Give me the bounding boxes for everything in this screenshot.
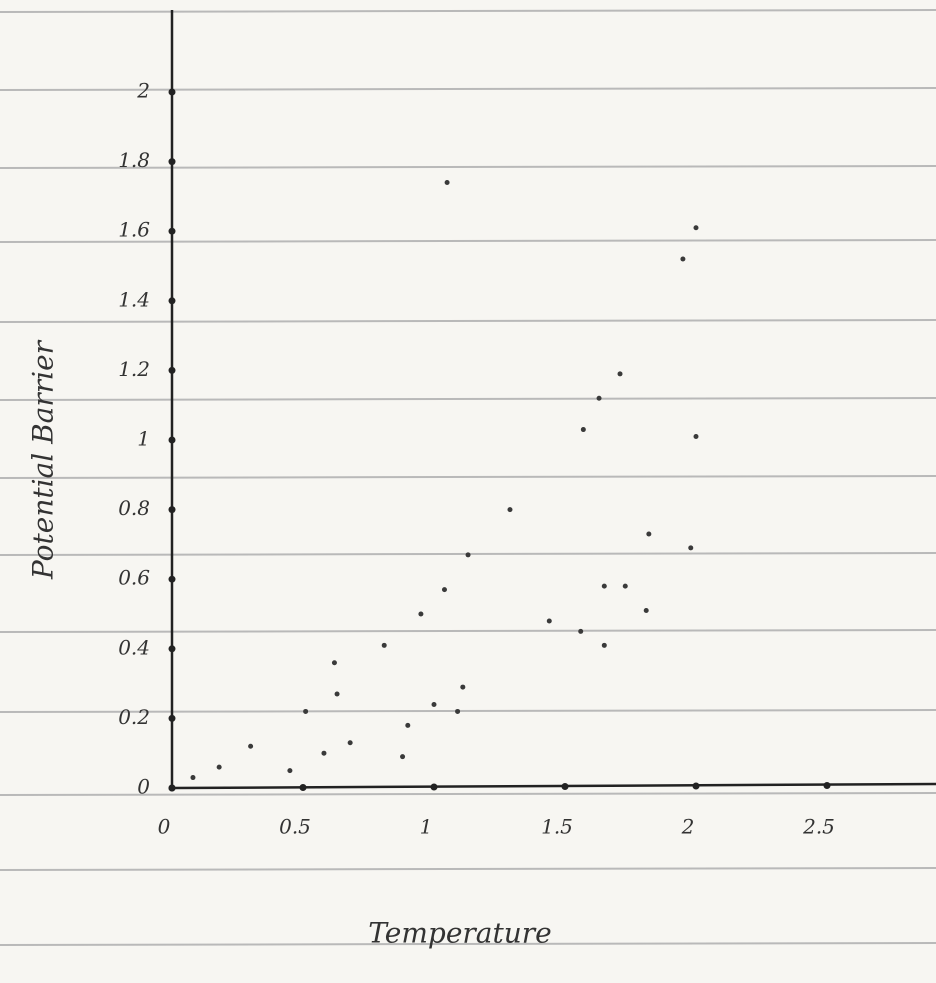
y-tick-label: 1.2 [118,357,150,381]
paper-rule [0,792,936,796]
data-point [248,743,254,749]
data-point [693,434,699,440]
paper-rule [0,475,936,479]
data-point [578,628,584,634]
x-tick-label: 0.5 [279,815,311,839]
data-point [646,531,652,537]
data-point [190,775,196,781]
x-tick-mark [561,783,569,790]
data-point [507,507,513,513]
paper-rule [0,165,936,169]
paper-rule [0,867,936,871]
paper-rule [0,239,936,243]
y-tick-mark [168,297,176,305]
paper-rule [0,709,936,713]
y-tick-mark [168,506,176,514]
data-point [622,583,628,589]
paper-rule [0,629,936,633]
data-point [321,750,327,756]
data-point [601,642,607,648]
x-tick-label: 1 [420,815,433,839]
data-point [216,764,222,770]
data-point [643,608,649,614]
y-tick-label: 0.2 [118,705,150,729]
ruled-paper [0,9,936,946]
data-point [441,587,447,593]
data-point [400,754,406,760]
data-point [405,722,411,728]
y-tick-label: 1.8 [118,148,150,172]
y-tick-label: 1.4 [118,287,150,311]
data-point [460,684,466,690]
y-tick-label: 1 [137,427,150,451]
y-tick-label: 0.6 [118,566,150,590]
data-point [303,708,309,714]
x-tick-mark [168,784,176,792]
y-tick-label: 0 [137,775,150,799]
y-tick-mark [168,88,176,96]
data-point [693,225,699,231]
data-point [688,545,694,551]
data-point [680,256,686,262]
y-tick-mark [168,366,176,374]
paper-rule [0,9,936,13]
data-point [546,618,552,624]
y-tick-label: 0.4 [118,635,150,659]
x-tick-label: 2 [681,815,695,839]
x-tick-label: 0 [158,815,171,839]
data-point [287,768,293,774]
data-point [596,395,602,401]
x-axis-label: Temperature [368,917,551,950]
y-tick-mark [168,227,176,235]
y-tick-mark [168,436,176,444]
y-tick-mark [168,645,176,653]
y-tick-mark [168,575,176,583]
y-tick-label: 0.8 [118,496,150,520]
x-tick-mark [823,782,831,789]
data-point [418,611,424,617]
data-point [601,583,607,589]
data-point [444,179,450,185]
paper-rule [0,87,936,91]
y-tick-mark [168,158,176,166]
data-point [465,552,471,558]
data-point [381,642,387,648]
y-tick-label: 2 [136,79,150,103]
data-point [334,691,340,697]
data-point [455,708,461,714]
data-point [580,427,586,433]
x-axis [171,782,936,790]
paper-rule [0,319,936,323]
x-tick-mark [430,783,438,791]
data-point [617,371,623,377]
y-axis-label: Potential Barrier [27,339,60,580]
x-tick-label: 1.5 [541,815,573,839]
data-point [331,660,337,666]
data-point [347,740,353,746]
paper-rule [0,942,936,946]
y-tick-label: 1.6 [118,218,150,242]
x-tick-mark [299,784,307,791]
x-tick-mark [692,782,700,790]
data-point [431,701,437,707]
paper-rule [0,397,936,401]
x-tick-label: 2.5 [802,815,835,839]
y-tick-mark [168,714,176,722]
